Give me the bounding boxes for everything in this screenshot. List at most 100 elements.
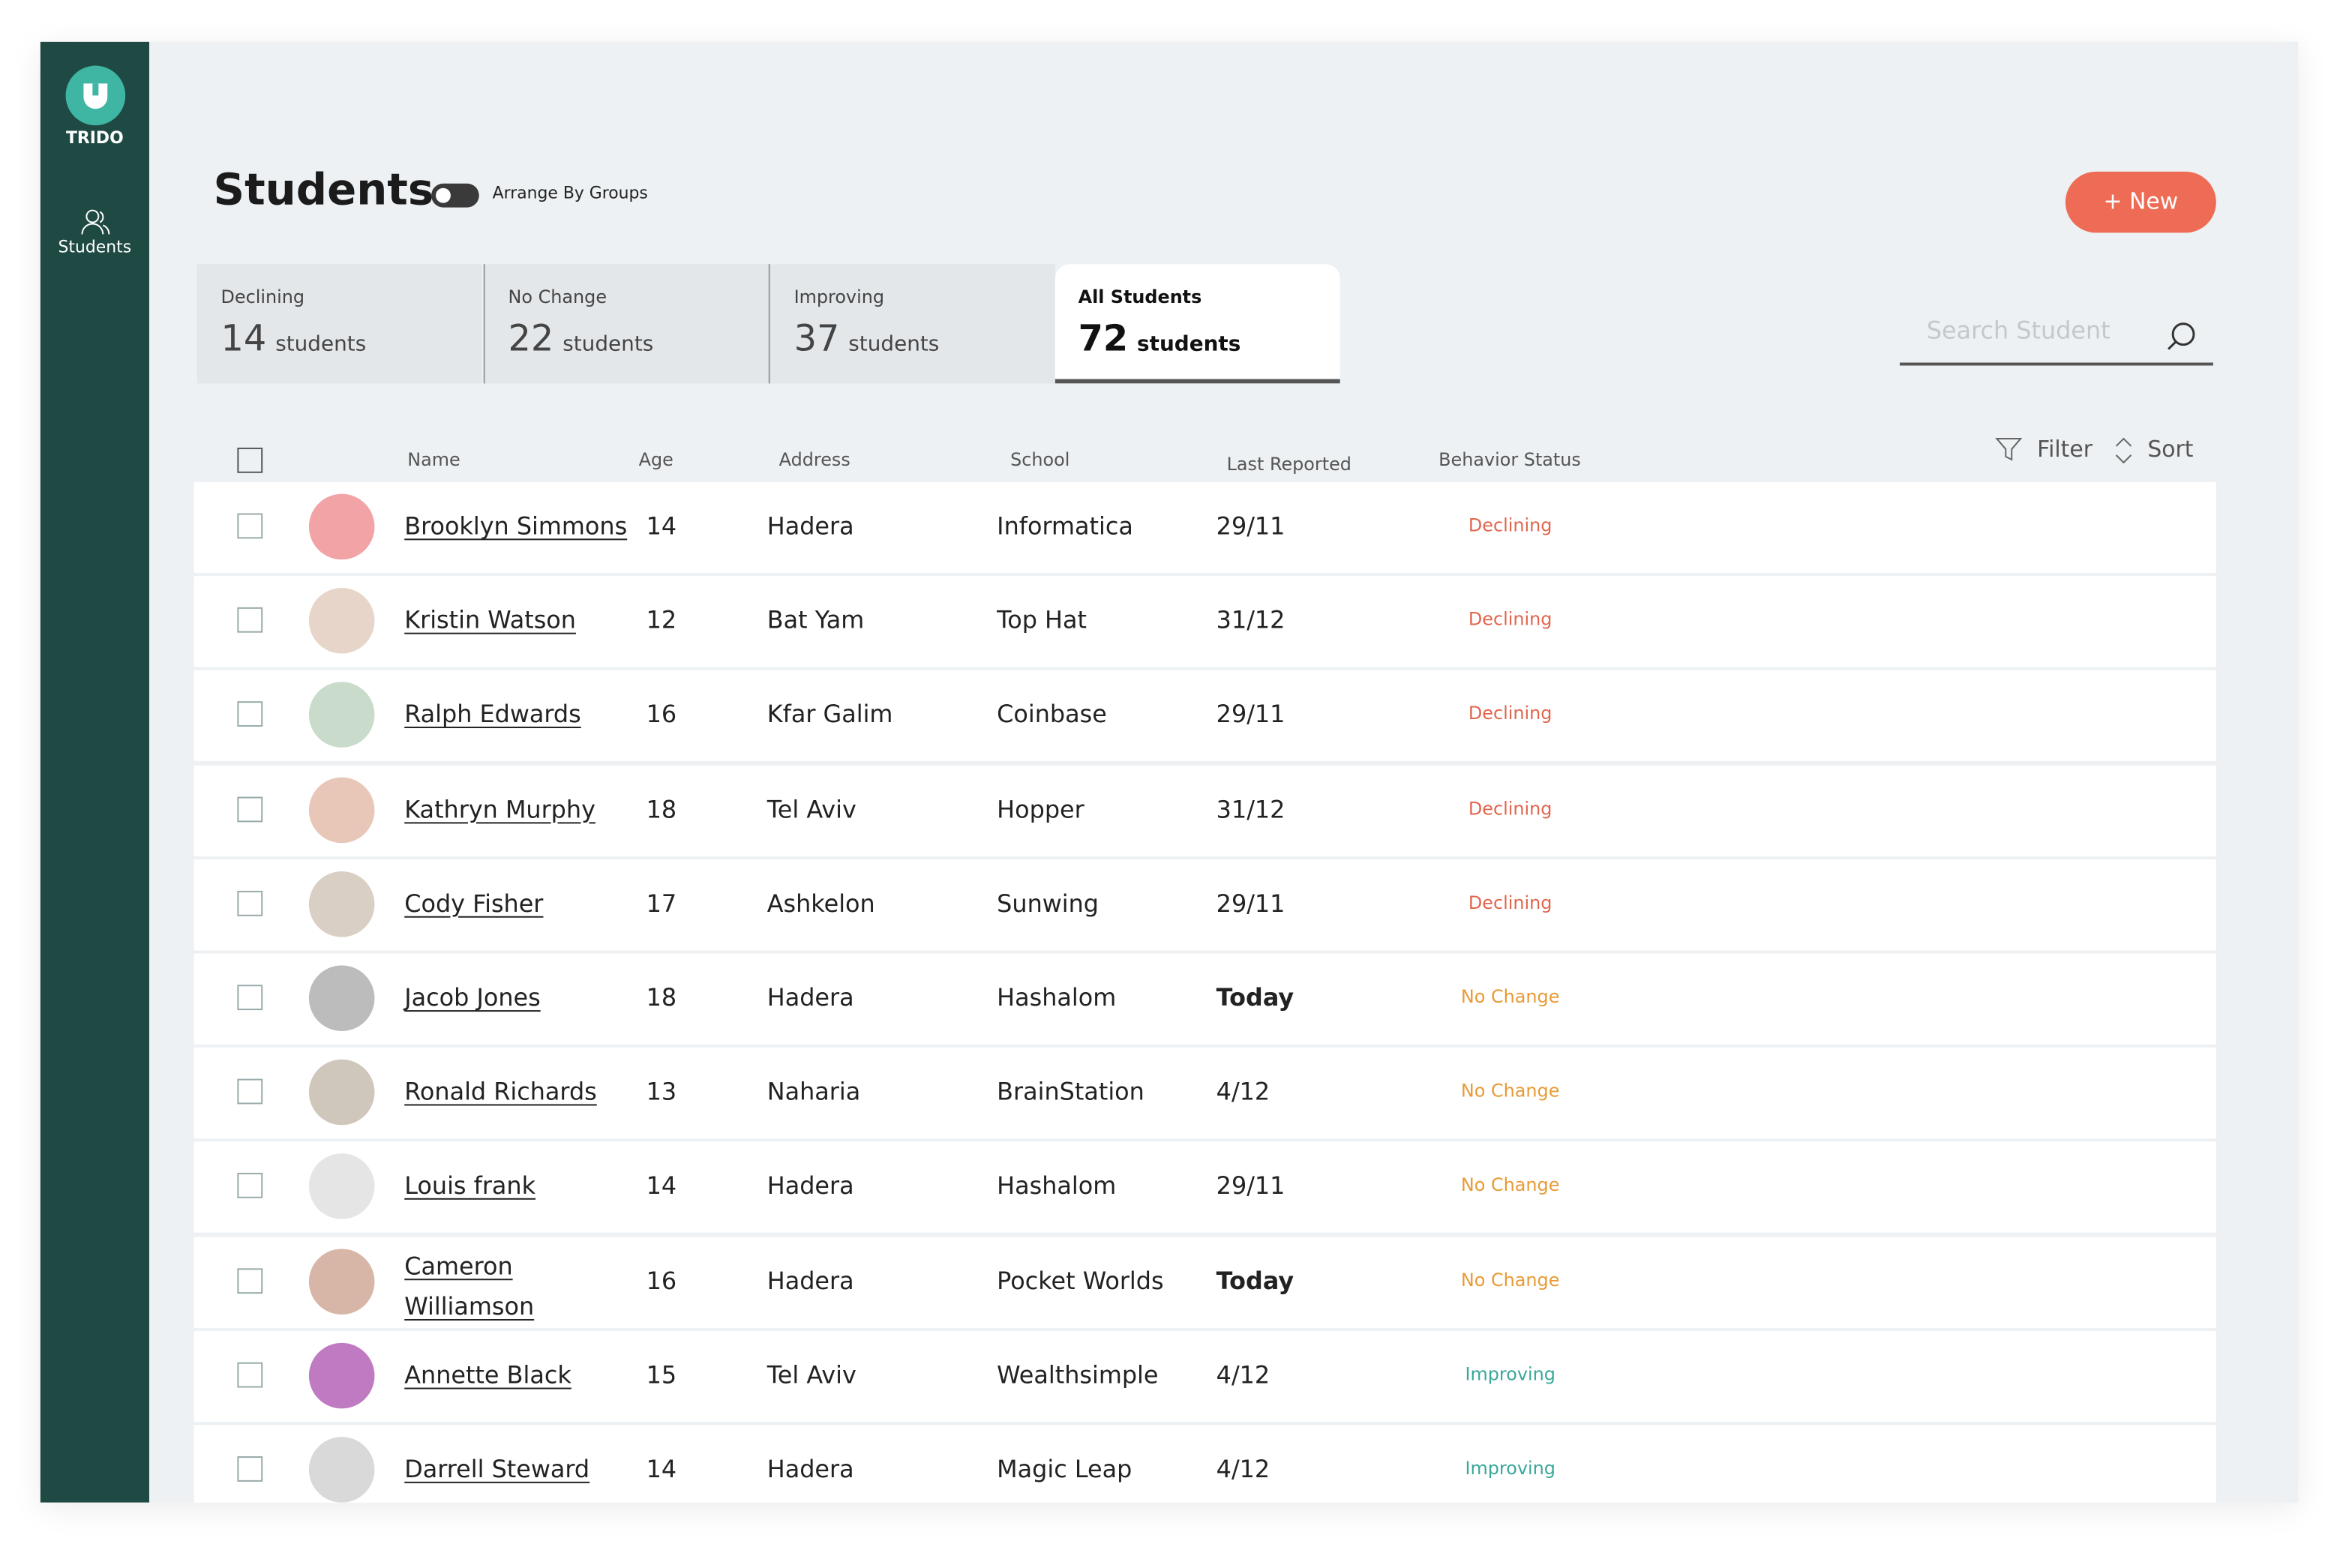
tab-label: Declining [220,286,305,307]
last-reported: 29/11 [1216,511,1286,541]
tab-count: 22 [508,317,554,360]
student-name[interactable]: Annette Black [404,1360,572,1390]
search[interactable]: Search Student [1900,307,2213,366]
tab-label: All Students [1078,286,1202,307]
age: 16 [646,700,677,729]
tab-label: No Change [508,286,608,307]
select-all[interactable] [237,447,263,473]
column-header: Behavior Status [1438,448,1581,470]
row-checkbox[interactable] [237,1456,263,1482]
address: Tel Aviv [766,794,856,823]
school: Hashalom [997,983,1117,1012]
sidebar: TRIDO Students [40,41,149,1503]
avatar [308,588,375,654]
student-name[interactable]: Kathryn Murphy [404,794,596,823]
last-reported: 4/12 [1216,1078,1270,1106]
age: 15 [646,1360,677,1390]
table-row[interactable]: Cameron Williamson 16 Hadera Pocket Worlds T… [194,1236,2216,1328]
school: BrainStation [997,1078,1144,1106]
table-row[interactable]: Jacob Jones 18 Hadera Hashalom Today No Chang… [194,953,2216,1045]
nav-students[interactable]: Students [58,237,132,257]
avatar [308,1437,375,1503]
row-checkbox[interactable] [237,513,263,539]
tab[interactable]: Declining 14 students [196,264,482,384]
behavior-status: Declining [1468,797,1552,819]
address: Kfar Galim [766,700,893,729]
address: Hadera [766,1171,854,1201]
row-checkbox[interactable] [237,890,263,916]
row-checkbox[interactable] [237,1362,263,1388]
toggle-label: Arrange By Groups [492,183,648,203]
avatar [308,1248,375,1315]
table-row[interactable]: Ronald Richards 13 Naharia BrainStation 4/12… [194,1048,2216,1139]
row-checkbox[interactable] [237,701,263,727]
age: 14 [646,1455,677,1483]
new-button[interactable]: + New [2065,171,2216,233]
tab[interactable]: Improving 37 students [768,264,1055,384]
filter[interactable]: Filter [2037,436,2093,463]
table-row[interactable]: Louis frank 14 Hadera Hashalom 29/11 No Chang… [194,1141,2216,1234]
toggle[interactable] [431,183,479,208]
age: 12 [646,606,677,635]
school: Hashalom [997,1171,1117,1201]
address: Bat Yam [766,606,865,635]
tab-count-wrap: 72 students [1078,318,1241,360]
tab[interactable]: No Change 22 students [482,264,770,384]
last-reported: 29/11 [1216,700,1286,729]
filter-icon [1995,438,2023,461]
row-checkbox[interactable] [237,1078,263,1105]
student-name[interactable]: Brooklyn Simmons [404,511,628,541]
address: Naharia [766,1078,861,1106]
last-reported: Today [1216,983,1294,1012]
school: Magic Leap [997,1455,1132,1483]
student-name[interactable]: Cody Fisher [404,889,544,918]
row-checkbox[interactable] [237,607,263,634]
column-header: School [1010,448,1070,470]
row-checkbox[interactable] [237,796,263,822]
address: Hadera [766,1455,854,1483]
student-name[interactable]: Cameron Williamson [404,1251,535,1321]
avatar [308,1060,375,1126]
student-name[interactable]: Ronald Richards [404,1078,597,1106]
table-row[interactable]: Cody Fisher 17 Ashkelon Sunwing 29/11 Declini… [194,859,2216,951]
tab[interactable]: All Students 72 students [1054,264,1340,384]
behavior-status: Declining [1468,609,1552,631]
student-name[interactable]: Kristin Watson [404,606,576,635]
behavior-status: Declining [1468,892,1552,913]
table-row[interactable]: Darrell Steward 14 Hadera Magic Leap 4/12 Imp… [194,1425,2216,1503]
avatar [308,965,375,1031]
page-title: Students [213,163,434,215]
logo[interactable] [65,65,126,126]
row-checkbox[interactable] [237,985,263,1011]
last-reported: 31/12 [1216,606,1286,635]
row-checkbox[interactable] [237,1173,263,1199]
tab-unit: students [275,332,367,357]
sort[interactable]: Sort [2147,436,2194,463]
search-icon [2168,322,2195,350]
school: Pocket Worlds [997,1266,1164,1295]
table-row[interactable]: Kristin Watson 12 Bat Yam Top Hat 31/12 Decli… [194,576,2216,667]
row-checkbox[interactable] [237,1267,263,1294]
table-row[interactable]: Kathryn Murphy 18 Tel Aviv Hopper 31/12 Decli… [194,764,2216,856]
search-placeholder: Search Student [1926,316,2110,345]
student-name[interactable]: Louis frank [404,1171,536,1201]
avatar [308,1153,375,1220]
school: Sunwing [997,889,1100,918]
student-name[interactable]: Jacob Jones [404,983,541,1012]
tab-count: 72 [1078,317,1129,360]
tab-count-wrap: 14 students [220,318,366,360]
last-reported: Today [1216,1266,1294,1295]
table-row[interactable]: Annette Black 15 Tel Aviv Wealthsimple 4/12 I… [194,1330,2216,1422]
age: 18 [646,983,677,1012]
logo-icon [83,83,108,109]
table-row[interactable]: Brooklyn Simmons 14 Hadera Informatica 29/11… [194,481,2216,574]
tab-unit: students [562,332,654,357]
tab-count: 37 [794,317,840,360]
behavior-status: No Change [1460,1174,1560,1196]
behavior-status: No Change [1460,1269,1560,1291]
student-name[interactable]: Darrell Steward [404,1455,590,1483]
table-row[interactable]: Ralph Edwards 16 Kfar Galim Coinbase 29/11 De… [194,670,2216,762]
student-name[interactable]: Ralph Edwards [404,700,581,729]
